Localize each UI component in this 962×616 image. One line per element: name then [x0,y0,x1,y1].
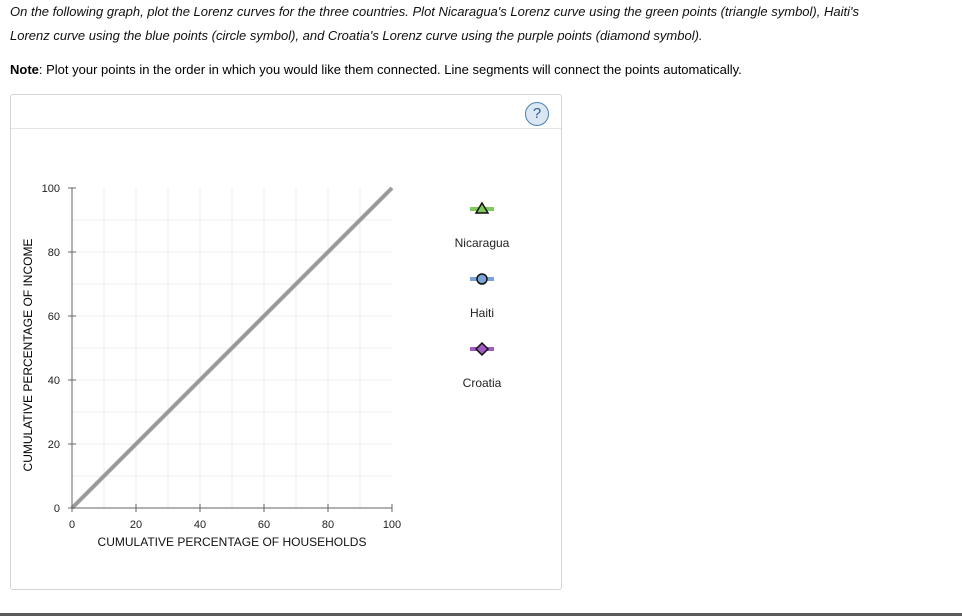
triangle-icon [474,201,490,214]
legend-tool-nicaragua[interactable] [462,199,502,219]
footer-bar [0,613,962,616]
circle-icon [476,273,488,285]
legend-tool-haiti[interactable] [462,269,502,289]
note: Note: Plot your points in the order in w… [10,61,742,79]
instructions: On the following graph, plot the Lorenz … [10,0,950,48]
legend-label-nicaragua: Nicaragua [454,236,510,250]
note-label: Note [10,62,39,77]
instructions-line-2: Lorenz curve using the blue points (circ… [10,28,703,43]
legend-label-haiti: Haiti [469,306,494,320]
legend-label-croatia: Croatia [462,376,502,390]
diamond-icon [474,341,490,357]
y-axis-label: CUMULATIVE PERCENTAGE OF INCOME [21,238,35,472]
note-text: : Plot your points in the order in which… [38,62,742,77]
panel-header: ? [11,95,561,129]
instructions-line-1: On the following graph, plot the Lorenz … [10,4,859,19]
help-button[interactable]: ? [525,102,549,126]
legend-tool-croatia[interactable] [462,339,502,359]
